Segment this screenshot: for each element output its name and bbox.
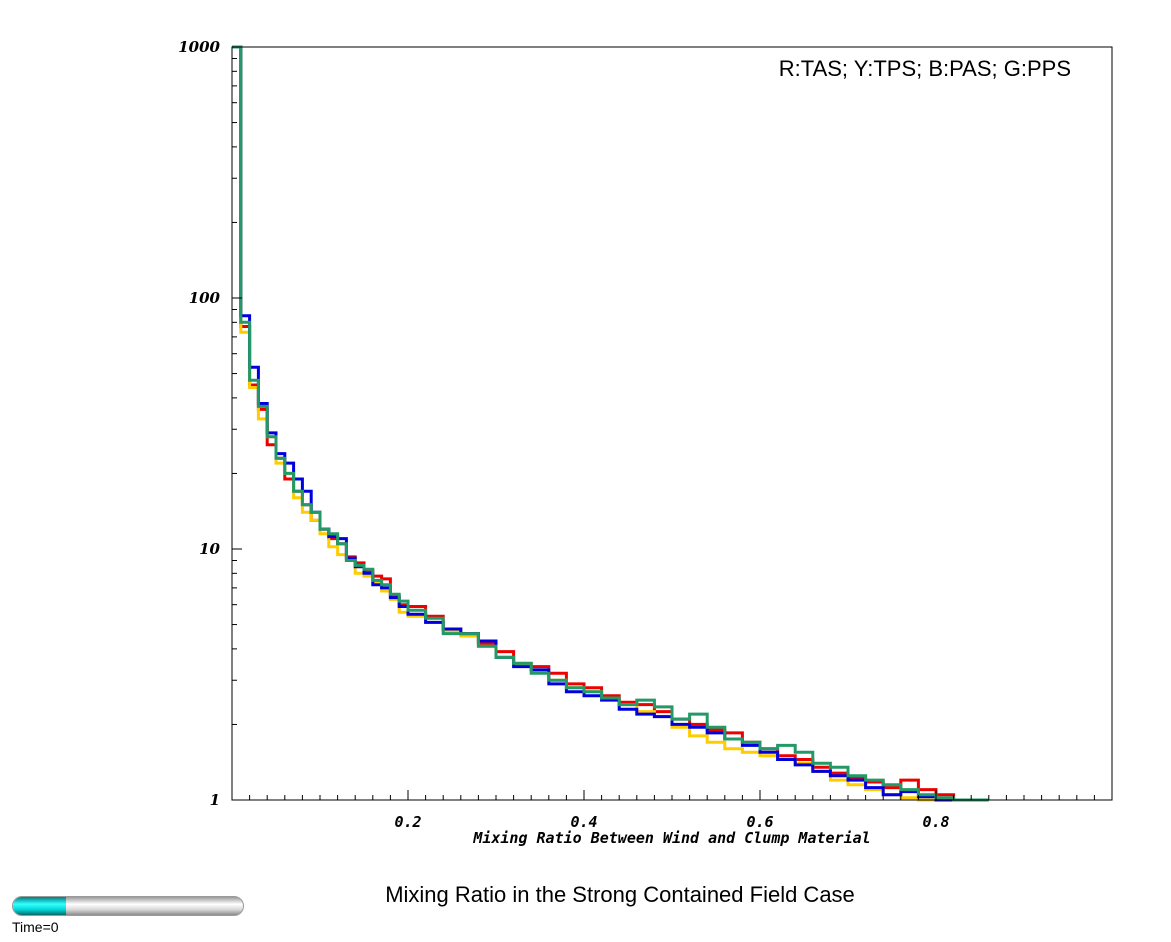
ticks-layer <box>232 46 1095 801</box>
time-slider-fill <box>13 897 66 915</box>
plot-frame <box>231 46 1113 801</box>
y-tick-label: 1000 <box>178 38 220 56</box>
series-line-0 <box>232 45 972 802</box>
x-tick-label: 0.6 <box>746 813 773 831</box>
labels-layer: 0.2 0.4 0.6 0.8 1 10 100 1000 <box>178 38 949 831</box>
series-line-3 <box>232 45 989 802</box>
time-label: Time=0 <box>12 919 59 935</box>
x-tick-label: 0.8 <box>922 813 949 831</box>
legend: R:TAS; Y:TPS; B:PAS; G:PPS <box>779 56 1071 81</box>
x-tick-label: 0.4 <box>570 813 597 831</box>
x-tick-label: 0.2 <box>394 813 421 831</box>
y-tick-label: 1 <box>210 791 220 809</box>
time-slider[interactable] <box>12 896 244 916</box>
y-tick-label: 100 <box>189 289 221 307</box>
series-layer <box>232 45 989 802</box>
x-axis-title: Mixing Ratio Between Wind and Clump Mate… <box>472 829 870 847</box>
y-tick-label: 10 <box>199 540 220 558</box>
chart-title: Mixing Ratio in the Strong Contained Fie… <box>385 882 855 907</box>
